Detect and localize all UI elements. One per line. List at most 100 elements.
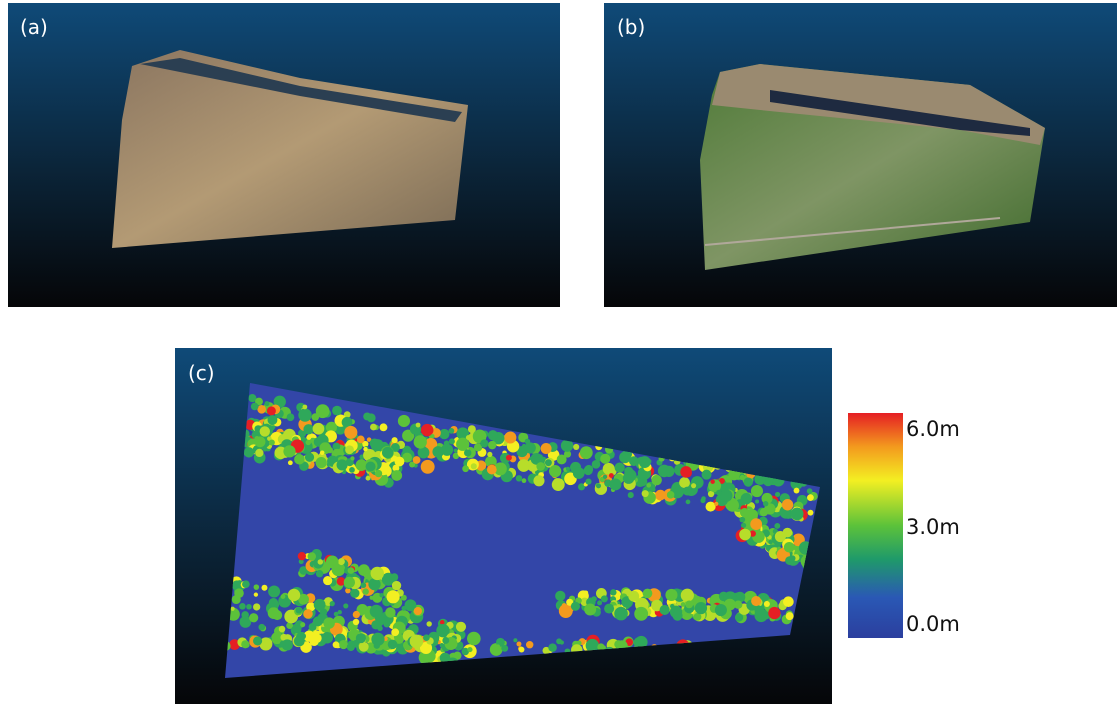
vegetation-blob: [560, 640, 564, 644]
vegetation-blob: [604, 604, 614, 614]
vegetation-blob: [739, 517, 745, 523]
vegetation-blob: [786, 612, 794, 620]
vegetation-blob: [298, 552, 306, 560]
vegetation-blob: [362, 588, 368, 594]
vegetation-blob: [288, 460, 293, 465]
vegetation-blob: [383, 620, 390, 627]
vegetation-blob: [349, 467, 355, 473]
vegetation-blob: [610, 589, 616, 595]
vegetation-blob: [363, 447, 367, 451]
vegetation-blob: [426, 621, 431, 626]
vegetation-blob: [347, 643, 355, 651]
vegetation-blob: [807, 494, 814, 501]
vegetation-blob: [667, 491, 675, 499]
vegetation-blob: [681, 589, 694, 602]
vegetation-blob: [440, 620, 445, 625]
vegetation-blob: [643, 589, 653, 599]
vegetation-blob: [740, 475, 745, 480]
vegetation-blob: [414, 435, 427, 448]
vegetation-blob: [287, 413, 295, 421]
vegetation-blob: [323, 576, 332, 585]
vegetation-blob: [456, 622, 466, 632]
vegetation-blob: [267, 406, 276, 415]
vegetation-blob: [239, 603, 246, 610]
vegetation-blob: [716, 490, 722, 496]
vegetation-blob: [231, 607, 235, 611]
vegetation-blob: [257, 405, 266, 414]
vegetation-blob: [296, 607, 303, 614]
vegetation-blob: [386, 590, 399, 603]
vegetation-blob: [350, 588, 359, 597]
vegetation-blob: [371, 567, 384, 580]
vegetation-blob: [706, 502, 716, 512]
vegetation-blob: [480, 439, 488, 447]
vegetation-blob: [571, 602, 580, 611]
vegetation-blob: [623, 472, 635, 484]
vegetation-blob: [307, 435, 312, 440]
vegetation-blob: [751, 485, 763, 497]
vegetation-blob: [794, 488, 800, 494]
vegetation-blob: [580, 446, 593, 459]
vegetation-blob: [784, 542, 795, 553]
panel-label: (b): [617, 15, 645, 39]
vegetation-blob: [552, 478, 565, 491]
vegetation-blob: [603, 475, 607, 479]
vegetation-blob: [751, 596, 761, 606]
vegetation-blob: [755, 606, 765, 616]
vegetation-blob: [280, 641, 286, 647]
vegetation-blob: [279, 626, 286, 633]
vegetation-blob: [735, 613, 743, 621]
vegetation-blob: [501, 645, 508, 652]
vegetation-blob: [379, 593, 384, 598]
vegetation-blob: [559, 604, 573, 618]
vegetation-blob: [337, 459, 348, 470]
vegetation-blob: [339, 640, 348, 649]
vegetation-blob: [462, 465, 469, 472]
vegetation-blob: [356, 633, 366, 643]
vegetation-blob: [261, 585, 267, 591]
vegetation-blob: [506, 455, 512, 461]
vegetation-blob: [320, 451, 325, 456]
vegetation-blob: [258, 624, 265, 631]
vegetation-blob: [764, 601, 770, 607]
vegetation-blob: [306, 440, 311, 445]
vegetation-blob: [566, 467, 570, 471]
vegetation-blob: [300, 633, 306, 639]
vegetation-blob: [525, 442, 536, 453]
vegetation-blob: [303, 609, 312, 618]
vegetation-blob: [467, 647, 472, 652]
vegetation-blob: [449, 438, 455, 444]
vegetation-blob: [714, 502, 718, 506]
vegetation-blob: [288, 589, 300, 601]
vegetation-blob: [783, 596, 794, 607]
vegetation-blob: [680, 466, 692, 478]
vegetation-blob: [263, 447, 268, 452]
vegetation-blob: [449, 428, 455, 434]
colorbar-label: 3.0m: [906, 515, 960, 539]
vegetation-blob: [691, 483, 696, 488]
vegetation-blob: [628, 591, 639, 602]
vegetation-blob: [513, 638, 517, 642]
vegetation-blob: [391, 628, 399, 636]
vegetation-blob: [744, 477, 753, 486]
vegetation-blob: [253, 603, 260, 610]
vegetation-blob: [686, 500, 691, 505]
vegetation-blob: [596, 483, 601, 488]
vegetation-blob: [679, 477, 690, 488]
vegetation-blob: [313, 423, 325, 435]
vegetation-blob: [232, 595, 241, 604]
vegetation-blob: [308, 552, 316, 560]
colorbar: [848, 413, 903, 638]
vegetation-blob: [464, 449, 471, 456]
vegetation-blob: [268, 415, 278, 425]
vegetation-blob: [312, 633, 322, 643]
vegetation-blob: [741, 493, 752, 504]
vegetation-blob: [272, 636, 279, 643]
vegetation-blob: [413, 456, 421, 464]
vegetation-blob: [303, 424, 313, 434]
vegetation-blob: [431, 434, 435, 438]
vegetation-blob: [391, 470, 402, 481]
vegetation-blob: [375, 470, 382, 477]
vegetation-blob: [370, 424, 377, 431]
vegetation-blob: [584, 590, 589, 595]
